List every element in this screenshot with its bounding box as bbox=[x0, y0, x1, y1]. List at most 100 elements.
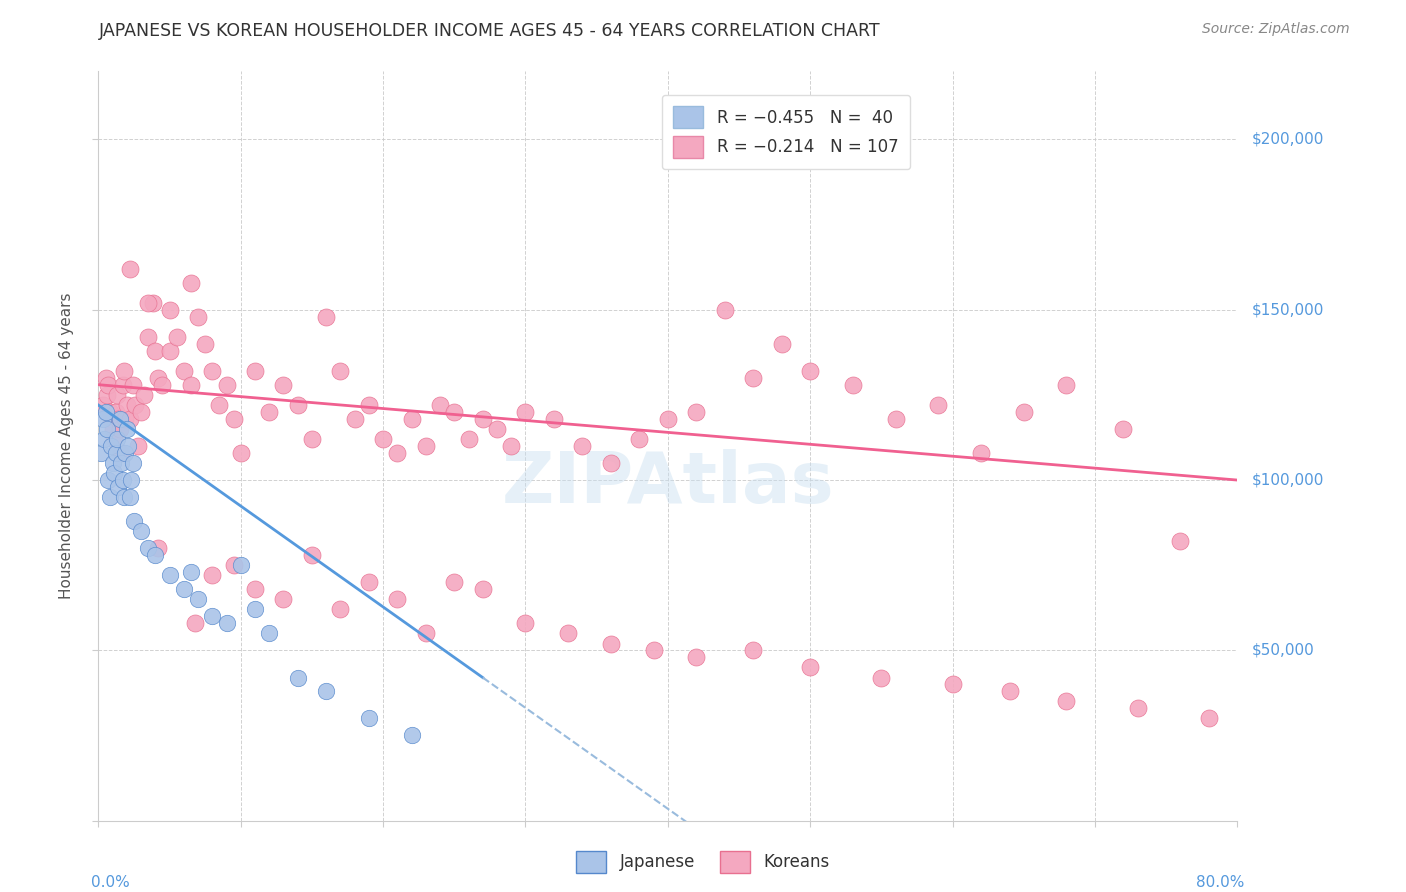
Point bbox=[229, 558, 252, 573]
Point bbox=[121, 377, 143, 392]
Point bbox=[145, 548, 167, 562]
Point bbox=[515, 616, 537, 631]
Point bbox=[136, 330, 159, 344]
Point bbox=[110, 456, 132, 470]
Point bbox=[1198, 711, 1220, 725]
Point bbox=[1056, 377, 1078, 392]
Point bbox=[112, 364, 135, 378]
Point bbox=[159, 343, 181, 358]
Point bbox=[301, 432, 323, 446]
Point bbox=[415, 439, 437, 453]
Point bbox=[387, 446, 409, 460]
Point bbox=[129, 524, 152, 538]
Point bbox=[91, 398, 114, 412]
Point bbox=[685, 650, 707, 665]
Point bbox=[401, 411, 423, 425]
Point bbox=[180, 377, 202, 392]
Point bbox=[104, 446, 127, 460]
Point bbox=[148, 541, 170, 556]
Point bbox=[842, 377, 865, 392]
Point bbox=[401, 729, 423, 743]
Point bbox=[194, 336, 217, 351]
Point bbox=[96, 422, 118, 436]
Text: Source: ZipAtlas.com: Source: ZipAtlas.com bbox=[1202, 22, 1350, 37]
Point bbox=[152, 377, 174, 392]
Point bbox=[600, 456, 623, 470]
Point bbox=[243, 602, 266, 616]
Point bbox=[148, 371, 170, 385]
Point bbox=[201, 568, 224, 582]
Point bbox=[357, 711, 380, 725]
Point bbox=[107, 411, 129, 425]
Point bbox=[927, 398, 949, 412]
Point bbox=[998, 684, 1021, 698]
Text: $100,000: $100,000 bbox=[1251, 473, 1324, 488]
Point bbox=[145, 343, 167, 358]
Point bbox=[1056, 694, 1078, 708]
Point bbox=[159, 302, 181, 317]
Point bbox=[180, 565, 202, 579]
Point bbox=[970, 446, 993, 460]
Point bbox=[100, 411, 122, 425]
Point bbox=[315, 310, 337, 324]
Text: 0.0%: 0.0% bbox=[91, 875, 129, 890]
Point bbox=[799, 364, 821, 378]
Point bbox=[387, 592, 409, 607]
Point bbox=[96, 388, 118, 402]
Legend: R = −0.455   N =  40, R = −0.214   N = 107: R = −0.455 N = 40, R = −0.214 N = 107 bbox=[662, 95, 910, 169]
Point bbox=[273, 377, 295, 392]
Point bbox=[141, 296, 163, 310]
Point bbox=[120, 473, 142, 487]
Point bbox=[243, 582, 266, 596]
Point bbox=[124, 398, 146, 412]
Point bbox=[105, 432, 128, 446]
Point bbox=[136, 541, 159, 556]
Point bbox=[114, 411, 136, 425]
Point bbox=[112, 490, 135, 504]
Point bbox=[287, 671, 309, 685]
Text: ZIPAtlas: ZIPAtlas bbox=[502, 449, 834, 518]
Point bbox=[799, 660, 821, 674]
Point bbox=[1112, 422, 1135, 436]
Point bbox=[121, 456, 143, 470]
Point bbox=[129, 405, 152, 419]
Point bbox=[114, 446, 136, 460]
Point bbox=[118, 411, 141, 425]
Point bbox=[93, 432, 115, 446]
Point bbox=[870, 671, 893, 685]
Point bbox=[104, 405, 127, 419]
Point bbox=[1170, 534, 1192, 549]
Point bbox=[1012, 405, 1035, 419]
Point bbox=[101, 422, 124, 436]
Point bbox=[117, 439, 139, 453]
Point bbox=[259, 405, 281, 419]
Point bbox=[557, 626, 579, 640]
Point bbox=[742, 643, 765, 657]
Point bbox=[173, 364, 195, 378]
Point bbox=[884, 411, 907, 425]
Point bbox=[628, 432, 651, 446]
Point bbox=[100, 439, 122, 453]
Point bbox=[111, 377, 134, 392]
Point bbox=[166, 330, 188, 344]
Point bbox=[94, 371, 117, 385]
Point bbox=[471, 411, 494, 425]
Point bbox=[122, 514, 145, 528]
Point bbox=[107, 480, 129, 494]
Point bbox=[97, 377, 120, 392]
Point bbox=[98, 405, 121, 419]
Point bbox=[229, 446, 252, 460]
Point bbox=[187, 310, 209, 324]
Point bbox=[1126, 701, 1149, 715]
Point bbox=[343, 411, 366, 425]
Point bbox=[108, 422, 131, 436]
Point bbox=[373, 432, 395, 446]
Point bbox=[127, 439, 149, 453]
Point bbox=[515, 405, 537, 419]
Point bbox=[770, 336, 793, 351]
Point bbox=[273, 592, 295, 607]
Point bbox=[259, 626, 281, 640]
Point bbox=[110, 446, 132, 460]
Point bbox=[329, 602, 352, 616]
Point bbox=[685, 405, 707, 419]
